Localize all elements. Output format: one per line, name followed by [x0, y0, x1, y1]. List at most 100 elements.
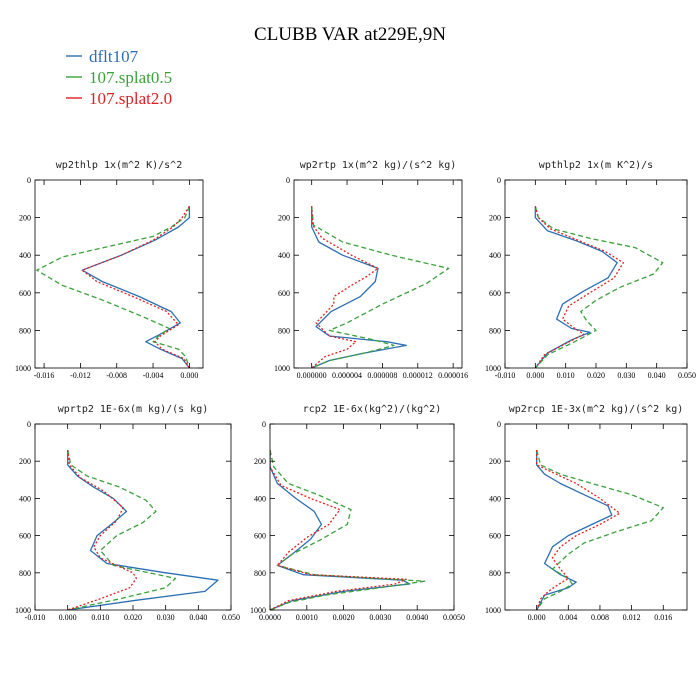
x-tick-label: 0.0000: [259, 613, 281, 622]
y-tick-label: 400: [19, 494, 31, 503]
panel: wpthlp2 1x(m K^2)/s -0.010 0.000 0.010 0.020…: [485, 160, 696, 380]
plot-frame: [504, 423, 688, 611]
x-tick-label: 0.000004: [332, 371, 362, 380]
series-line: [81, 206, 191, 368]
y-tick-label: 800: [489, 569, 501, 578]
x-tick-label: -0.012: [70, 371, 91, 380]
series-line: [67, 449, 177, 610]
series-line: [536, 450, 621, 610]
y-tick-label: 0: [27, 420, 31, 429]
legend: dflt107 107.splat0.5 107.splat2.0: [66, 47, 172, 108]
series-line: [270, 450, 407, 610]
x-tick-label: -0.010: [495, 371, 516, 380]
x-tick-label: 0.0010: [296, 613, 318, 622]
plot-frame: [293, 179, 463, 369]
y-tick-label: 600: [19, 289, 31, 298]
y-tick-label: 800: [278, 326, 290, 335]
panel: rcp2 1E-6x(kg^2)/(kg^2) 0.0000 0.0010 0.002…: [250, 404, 465, 622]
series-line: [536, 449, 664, 610]
y-tick-label: 0: [262, 420, 266, 429]
y-tick-label: 600: [19, 532, 31, 541]
x-tick-label: 0.010: [557, 371, 575, 380]
y-tick-label: 400: [278, 251, 290, 260]
panel: wp2rcp 1E-3x(m^2 kg)/(s^2 kg) 0.000 0.004 0…: [485, 404, 688, 622]
y-tick-label: 800: [254, 569, 266, 578]
panel-title: wpthlp2 1x(m K^2)/s: [539, 160, 653, 171]
y-tick-label: 0: [286, 176, 290, 185]
x-tick-label: 0.000: [528, 613, 546, 622]
panel-title: wp2rcp 1E-3x(m^2 kg)/(s^2 kg): [509, 404, 684, 415]
y-tick-label: 400: [19, 251, 31, 260]
legend-label: dflt107: [89, 47, 139, 66]
panel-title: wp2thlp 1x(m^2 K)/s^2: [56, 160, 182, 171]
series-line: [534, 206, 664, 368]
y-tick-label: 800: [489, 326, 501, 335]
y-tick-label: 1000: [15, 364, 31, 373]
series-line: [81, 205, 190, 368]
x-tick-label: 0.020: [124, 613, 142, 622]
x-tick-label: 0.012: [623, 613, 641, 622]
plot-frame: [269, 423, 455, 611]
y-tick-label: 200: [254, 457, 266, 466]
y-tick-label: 1000: [15, 606, 31, 615]
x-tick-label: 0.000008: [367, 371, 397, 380]
x-tick-label: 0.0040: [406, 613, 428, 622]
series-line: [67, 449, 137, 610]
plot-frame: [34, 179, 204, 369]
series-line: [311, 206, 407, 368]
x-tick-label: 0.030: [157, 613, 175, 622]
y-tick-label: 400: [489, 251, 501, 260]
series-line: [311, 206, 450, 368]
figure-title: CLUBB VAR at229E,9N: [254, 24, 446, 45]
y-tick-label: 600: [254, 532, 266, 541]
series-line: [270, 449, 426, 610]
x-tick-label: 0.0020: [333, 613, 355, 622]
x-tick-label: 0.030: [617, 371, 635, 380]
series-line: [534, 206, 618, 368]
series-line: [311, 206, 379, 368]
y-tick-label: 200: [19, 457, 31, 466]
x-tick-label: 0.040: [189, 613, 207, 622]
y-tick-label: 600: [278, 289, 290, 298]
panel: wprtp2 1E-6x(m kg)/(s kg) -0.010 0.000 0.01…: [15, 404, 240, 622]
y-tick-label: 200: [278, 214, 290, 223]
y-tick-label: 0: [497, 420, 501, 429]
x-tick-label: 0.0030: [369, 613, 391, 622]
legend-label: 107.splat0.5: [89, 68, 172, 87]
y-tick-label: 200: [489, 214, 501, 223]
x-tick-label: 0.004: [559, 613, 577, 622]
panels: wp2thlp 1x(m^2 K)/s^2 -0.016 -0.012 -0.008 -…: [15, 160, 696, 622]
panel: wp2thlp 1x(m^2 K)/s^2 -0.016 -0.012 -0.008 -…: [15, 160, 204, 380]
legend-label: 107.splat2.0: [89, 89, 172, 108]
y-tick-label: 400: [254, 494, 266, 503]
y-tick-label: 800: [19, 569, 31, 578]
x-tick-label: 0.010: [91, 613, 109, 622]
y-tick-label: 0: [27, 176, 31, 185]
y-tick-label: 1000: [485, 364, 501, 373]
series-line: [536, 450, 613, 610]
panel: wp2rtp 1x(m^2 kg)/(s^2 kg) 0.000000 0.0000…: [274, 160, 468, 380]
x-tick-label: -0.004: [143, 371, 164, 380]
x-tick-label: 0.000016: [438, 371, 468, 380]
panel-title: wp2rtp 1x(m^2 kg)/(s^2 kg): [300, 160, 457, 171]
x-tick-label: 0.000012: [403, 371, 433, 380]
y-tick-label: 0: [497, 176, 501, 185]
x-tick-label: 0.0050: [443, 613, 465, 622]
panel-title: rcp2 1E-6x(kg^2)/(kg^2): [303, 404, 441, 415]
x-tick-label: 0.000: [180, 371, 198, 380]
y-tick-label: 400: [489, 494, 501, 503]
x-tick-label: -0.010: [25, 613, 46, 622]
x-tick-label: 0.050: [222, 613, 240, 622]
x-tick-label: 0.040: [648, 371, 666, 380]
x-tick-label: 0.000: [526, 371, 544, 380]
x-tick-label: 0.008: [591, 613, 609, 622]
x-tick-label: -0.016: [34, 371, 55, 380]
y-tick-label: 1000: [250, 606, 266, 615]
y-tick-label: 200: [19, 214, 31, 223]
y-tick-label: 200: [489, 457, 501, 466]
x-tick-label: 0.050: [678, 371, 696, 380]
y-tick-label: 600: [489, 532, 501, 541]
y-tick-label: 1000: [274, 364, 290, 373]
